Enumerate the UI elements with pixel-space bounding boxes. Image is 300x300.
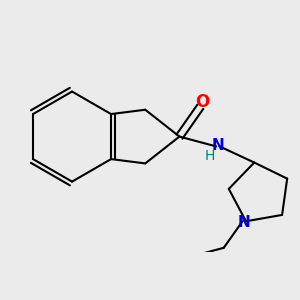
Text: N: N [212,138,224,153]
Text: N: N [238,215,250,230]
Text: O: O [195,93,209,111]
Text: H: H [205,149,215,163]
